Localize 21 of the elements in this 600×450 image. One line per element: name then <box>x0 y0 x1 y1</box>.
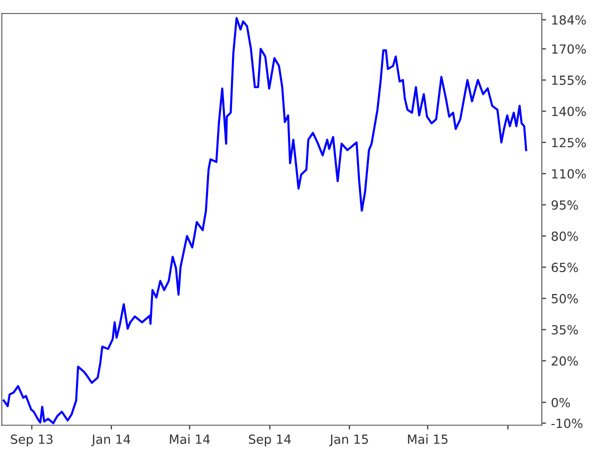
y-tick-label: 0% <box>552 398 570 408</box>
y-tick-label: 110% <box>552 169 586 179</box>
y-tick-label: 65% <box>552 262 578 272</box>
x-tick-label: Jan 15 <box>329 434 368 446</box>
y-tick-label: 125% <box>552 138 586 148</box>
x-tick-label: Jan 14 <box>91 434 130 446</box>
y-tick-label: 170% <box>552 44 586 54</box>
y-tick-label: 140% <box>552 106 586 116</box>
line-series <box>2 17 528 424</box>
x-tick-label: Mai 15 <box>408 434 448 444</box>
y-tick-label: 184% <box>552 15 586 25</box>
y-tick-label: 155% <box>552 76 586 85</box>
y-tick-label: -10% <box>551 418 582 428</box>
x-tick-label: Mai 14 <box>170 434 210 444</box>
x-tick-label: Sep 13 <box>10 434 53 446</box>
x-tick-label: Sep 14 <box>248 434 291 446</box>
y-tick-label: 80% <box>552 231 578 241</box>
y-tick-label: 35% <box>552 325 578 335</box>
y-tick-label: 95% <box>552 200 578 210</box>
y-tick-label: 50% <box>552 294 578 304</box>
y-tick-label: 20% <box>552 356 578 366</box>
